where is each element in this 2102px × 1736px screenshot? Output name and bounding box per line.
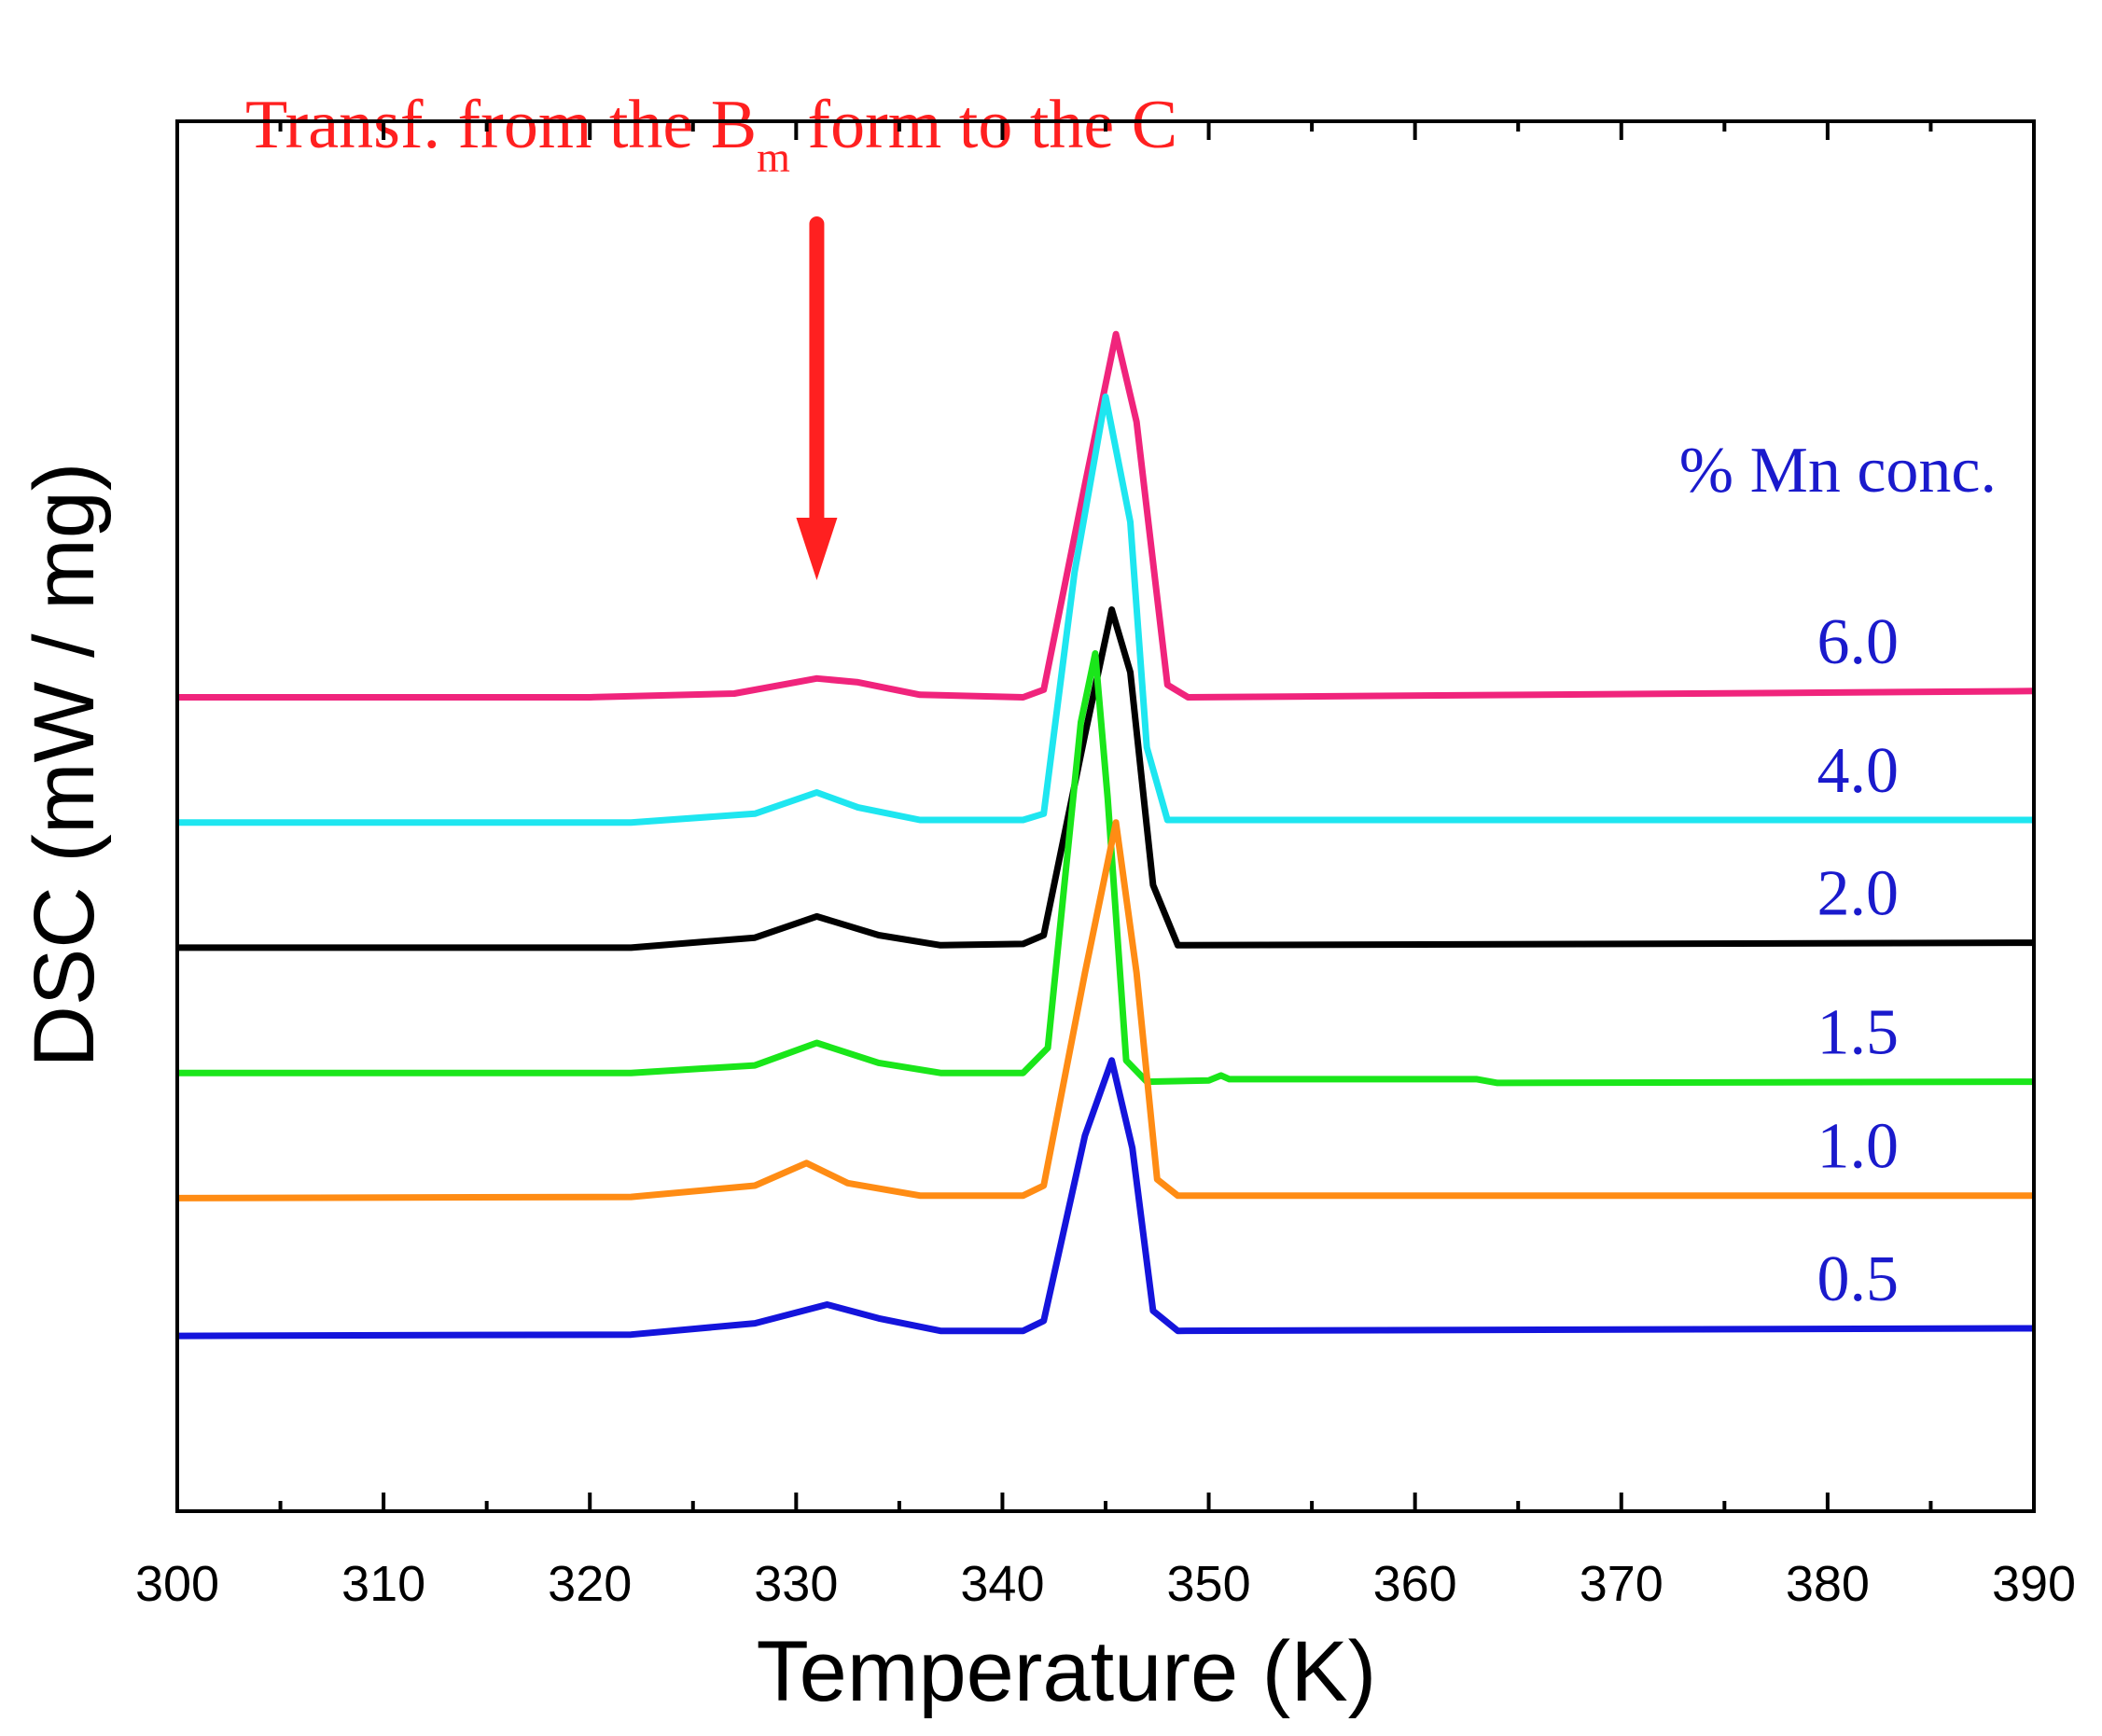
x-tick-label: 300 <box>135 1556 219 1612</box>
x-tick-label: 340 <box>960 1556 1044 1612</box>
series-4.0-line <box>177 393 2034 826</box>
x-tick-label: 310 <box>341 1556 425 1612</box>
series-0.5-line <box>177 1057 2034 1340</box>
series-label: 1.0 <box>1817 1111 1900 1183</box>
x-tick-label: 350 <box>1167 1556 1251 1612</box>
annotation-subscript: m <box>757 133 790 181</box>
annotation-text: Transf. from the Bm form to the C <box>245 87 1177 181</box>
x-tick-label: 390 <box>1992 1556 2076 1612</box>
series-labels: 6.0 4.0 2.0 1.5 1.0 0.5 <box>1817 606 1900 1315</box>
series-label: 0.5 <box>1817 1243 1900 1315</box>
arrow-head <box>796 518 838 580</box>
annotation-text-main: Transf. from the B <box>245 87 757 163</box>
x-tick-label: 370 <box>1580 1556 1664 1612</box>
x-tick-label: 330 <box>754 1556 838 1612</box>
x-tick-label: 360 <box>1373 1556 1457 1612</box>
series-layer <box>177 330 2034 1340</box>
x-axis-ticks: 300 310 320 330 340 350 360 370 380 390 <box>135 121 2076 1612</box>
series-label: 4.0 <box>1817 735 1900 807</box>
annotation-text-tail: form to the C <box>790 87 1177 163</box>
series-label: 2.0 <box>1817 858 1900 930</box>
x-tick-label: 320 <box>548 1556 632 1612</box>
series-label: 6.0 <box>1817 606 1900 678</box>
x-axis-title: Temperature (K) <box>757 1624 1377 1719</box>
series-6.0-line <box>177 330 2034 701</box>
y-axis-title: DSC (mW / mg) <box>17 462 112 1067</box>
series-2.0-line <box>177 606 2034 951</box>
legend-title: % Mn conc. <box>1679 435 1997 507</box>
annotation-arrow <box>796 216 838 580</box>
series-1.5-line <box>177 650 2034 1087</box>
series-label: 1.5 <box>1817 997 1900 1069</box>
series-1.0-line <box>177 819 2034 1201</box>
x-tick-label: 380 <box>1786 1556 1870 1612</box>
